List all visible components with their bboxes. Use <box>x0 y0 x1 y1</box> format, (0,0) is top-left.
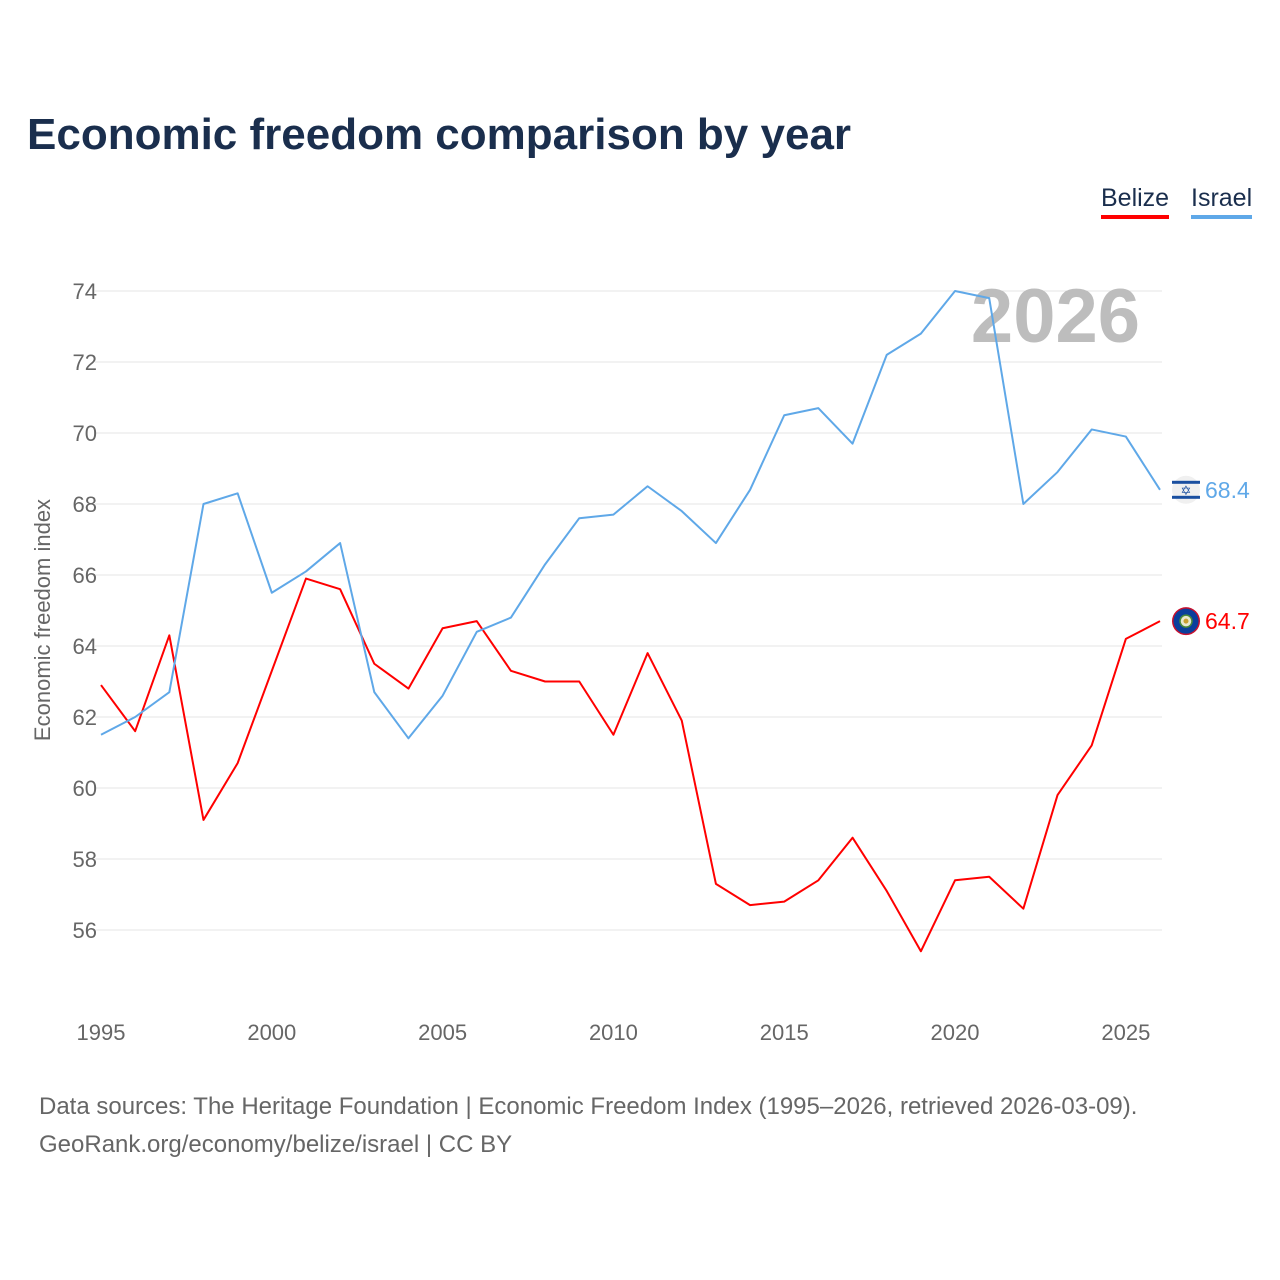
y-tick-label: 64 <box>73 634 97 659</box>
data-source: Data sources: The Heritage Foundation | … <box>39 1093 1138 1120</box>
footer: Data sources: The Heritage Foundation | … <box>39 1088 1137 1164</box>
y-tick-label: 66 <box>73 563 97 588</box>
legend-belize[interactable]: Belize <box>1101 184 1170 219</box>
series-line-belize <box>100 577 1161 953</box>
y-tick-label: 72 <box>73 350 97 375</box>
x-tick-label: 2005 <box>418 1020 467 1045</box>
israel-flag-stripe <box>1172 495 1200 499</box>
y-tick-label: 74 <box>73 279 97 304</box>
israel-flag-stripe <box>1172 480 1200 484</box>
y-tick-label: 62 <box>73 705 97 730</box>
x-tick-label: 2015 <box>760 1020 809 1045</box>
x-tick-label: 1995 <box>77 1020 126 1045</box>
end-value-label-israel: 68.4 <box>1205 477 1250 503</box>
year-watermark: 2026 <box>971 274 1140 359</box>
source-link[interactable]: GeoRank.org/economy/belize/israel | CC B… <box>39 1131 513 1158</box>
end-value-label-belize: 64.7 <box>1205 608 1250 634</box>
x-tick-label: 2010 <box>589 1020 638 1045</box>
y-tick-label: 60 <box>73 776 97 801</box>
y-axis-label: Economic freedom index <box>30 499 55 741</box>
series-line-israel <box>100 290 1161 740</box>
x-tick-label: 2025 <box>1101 1020 1150 1045</box>
y-tick-label: 68 <box>73 492 97 517</box>
x-tick-label: 2000 <box>247 1020 296 1045</box>
y-tick-label: 56 <box>73 918 97 943</box>
y-tick-label: 70 <box>73 421 97 446</box>
star-of-david-icon: ✡ <box>1181 483 1192 498</box>
belize-emblem-center <box>1183 618 1189 624</box>
y-tick-label: 58 <box>73 847 97 872</box>
chart-title: Economic freedom comparison by year <box>27 110 852 159</box>
legend-israel[interactable]: Israel <box>1191 184 1253 219</box>
x-tick-label: 2020 <box>931 1020 980 1045</box>
